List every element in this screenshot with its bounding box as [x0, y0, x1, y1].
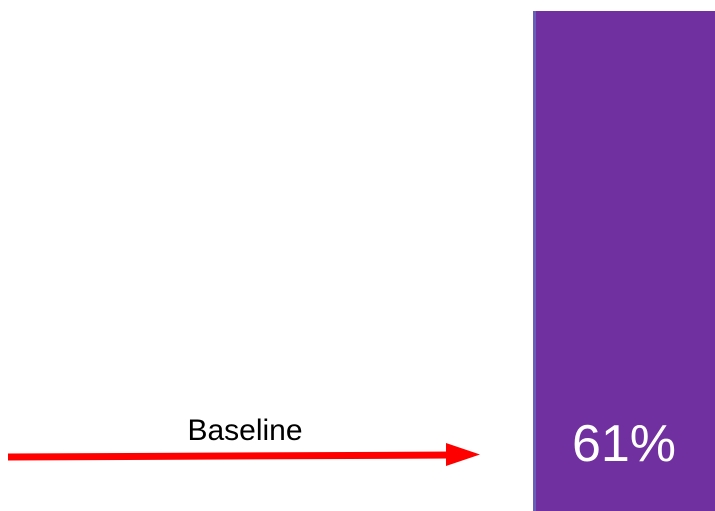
bar-edge-0: [533, 11, 536, 511]
baseline-arrow-shaft: [7, 451, 453, 461]
bar-value-label: 61%: [571, 415, 677, 473]
bar-0: [533, 11, 715, 511]
baseline-annotation-label: Baseline: [187, 414, 303, 447]
baseline-arrow-head: [446, 443, 480, 466]
